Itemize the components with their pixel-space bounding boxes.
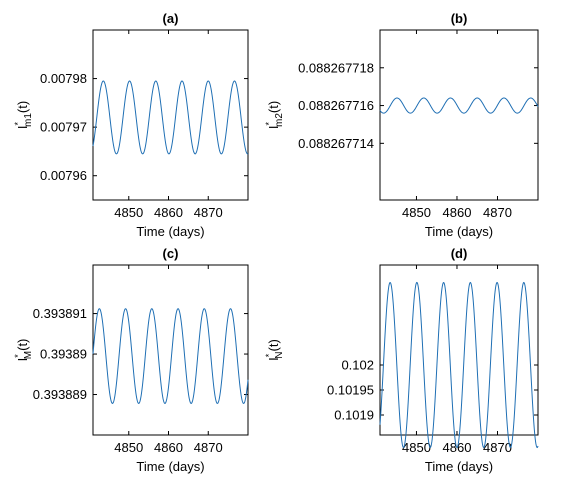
y-tick-label: 0.393891 bbox=[33, 306, 87, 321]
x-axis-label: Time (days) bbox=[136, 459, 204, 474]
chart-title: (d) bbox=[451, 246, 468, 261]
x-tick-label: 4860 bbox=[154, 440, 183, 455]
plot-frame bbox=[92, 29, 249, 201]
y-tick-label: 0.102 bbox=[341, 358, 374, 373]
x-axis-label: Time (days) bbox=[136, 224, 204, 239]
panel-a: (a) 4850 4860 4870 0.00796 0.00797 0.00798 Time… bbox=[13, 11, 249, 239]
y-axis-label: I*m1(t) bbox=[13, 101, 34, 129]
x-tick-label: 4870 bbox=[194, 205, 223, 220]
plot-frame bbox=[379, 29, 539, 201]
chart-title: (a) bbox=[163, 11, 179, 26]
y-tick-label: 0.088267714 bbox=[298, 136, 374, 151]
x-tick-label: 4870 bbox=[194, 440, 223, 455]
series-line bbox=[379, 281, 539, 449]
x-tick-label: 4850 bbox=[114, 440, 143, 455]
series-line bbox=[92, 308, 249, 404]
y-axis-label: I*M(t) bbox=[13, 339, 34, 362]
x-tick-label: 4850 bbox=[114, 205, 143, 220]
y-tick-label: 0.088267716 bbox=[298, 98, 374, 113]
series-line bbox=[379, 97, 539, 114]
y-tick-label: 0.393889 bbox=[33, 387, 87, 402]
panel-c: (c) 4850 4860 4870 0.393889 0.39389 0.393891 Ti… bbox=[13, 246, 249, 474]
x-tick-label: 4860 bbox=[443, 205, 472, 220]
x-axis-label: Time (days) bbox=[425, 224, 493, 239]
y-tick-label: 0.088267718 bbox=[298, 60, 374, 75]
x-tick-label: 4850 bbox=[402, 205, 431, 220]
y-tick-label: 0.39389 bbox=[40, 347, 87, 362]
x-tick-label: 4870 bbox=[483, 440, 512, 455]
y-axis-label: I*m2(t) bbox=[264, 101, 285, 129]
x-tick-label: 4850 bbox=[402, 440, 431, 455]
y-tick-label: 0.00798 bbox=[40, 71, 87, 86]
y-tick-label: 0.1019 bbox=[334, 408, 374, 423]
panel-b: (b) 4850 4860 4870 0.088267714 0.088267716 0.0… bbox=[264, 11, 539, 239]
y-tick-label: 0.10195 bbox=[327, 383, 374, 398]
chart-title: (c) bbox=[163, 246, 179, 261]
y-axis-label: I*N(t) bbox=[264, 339, 285, 361]
chart-title: (b) bbox=[451, 11, 468, 26]
x-tick-label: 4870 bbox=[483, 205, 512, 220]
x-axis-label: Time (days) bbox=[425, 459, 493, 474]
y-tick-label: 0.00796 bbox=[40, 168, 87, 183]
x-tick-label: 4860 bbox=[154, 205, 183, 220]
series-line bbox=[92, 80, 249, 155]
y-tick-label: 0.00797 bbox=[40, 120, 87, 135]
